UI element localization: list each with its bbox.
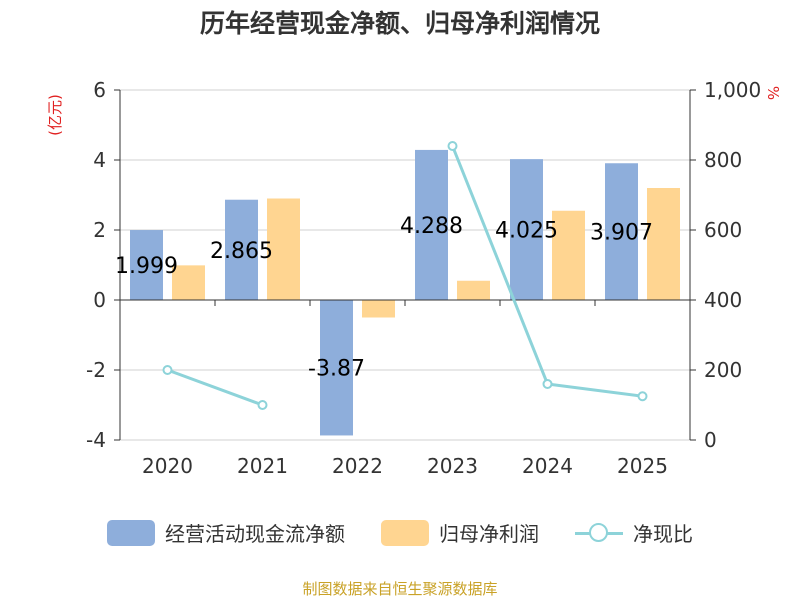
chart-title: 历年经营现金净额、归母净利润情况 (199, 9, 600, 38)
bar-netprofit (267, 198, 300, 300)
right-tick-label: 600 (704, 218, 742, 242)
point-ratio (162, 365, 173, 375)
x-tick-label: 2022 (332, 454, 383, 478)
legend-item-netprofit[interactable]: 归母净利润 (381, 518, 539, 547)
point-ratio (447, 141, 458, 151)
data-label-cashflow: 4.288 (400, 214, 463, 239)
bar-netprofit (172, 265, 205, 300)
data-label-cashflow: 2.865 (210, 239, 273, 264)
bar-netprofit (552, 210, 585, 300)
legend-swatch-cashflow (107, 519, 155, 546)
left-tick-label: -2 (86, 358, 106, 382)
x-tick-label: 2024 (522, 454, 573, 478)
bar-cashflow (320, 300, 353, 436)
point-ratio (542, 379, 553, 389)
data-label-cashflow: 3.907 (590, 221, 653, 246)
x-tick-label: 2020 (142, 454, 193, 478)
point-ratio (637, 391, 648, 402)
bar-netprofit (647, 188, 680, 300)
right-tick-label: 400 (704, 288, 742, 312)
line-ratio (166, 368, 264, 407)
right-tick-label: 0 (704, 428, 717, 452)
x-tick-label: 2025 (617, 454, 668, 478)
bar-netprofit (457, 280, 490, 300)
left-tick-label: -4 (86, 428, 106, 452)
left-tick-label: 2 (93, 218, 106, 242)
bar-cashflow (130, 230, 163, 300)
bar-cashflow (605, 163, 638, 300)
x-tick-label: 2023 (427, 454, 478, 478)
legend-label-cashflow: 经营活动现金流净额 (165, 522, 345, 546)
legend-item-cashflow[interactable]: 经营活动现金流净额 (107, 518, 345, 547)
source-note: 制图数据来自恒生聚源数据库 (302, 580, 498, 598)
right-tick-label: 800 (704, 148, 742, 172)
right-axis-unit: % (764, 86, 782, 100)
left-axis-unit: (亿元) (46, 94, 64, 136)
bar-cashflow (225, 199, 258, 300)
bar-cashflow (510, 159, 543, 300)
x-tick-label: 2021 (237, 454, 288, 478)
legend-label-netprofit: 归母净利润 (439, 522, 539, 546)
legend-label-ratio: 净现比 (633, 522, 693, 546)
point-ratio (257, 400, 268, 410)
legend-item-ratio[interactable]: 净现比 (575, 518, 693, 547)
bar-netprofit (362, 300, 395, 318)
left-tick-label: 6 (93, 78, 106, 102)
legend: 经营活动现金流净额 归母净利润 净现比 (0, 518, 800, 547)
legend-line-ratio-icon (575, 520, 623, 546)
right-tick-label: 200 (704, 358, 742, 382)
chart-svg: 6 4 2 0 -2 -4 1,000 800 600 400 200 0 (亿元)% 2020 2021 2… (46, 78, 782, 478)
data-label-cashflow: -3.87 (308, 357, 365, 382)
data-label-cashflow: 1.999 (115, 254, 178, 279)
right-tick-label: 1,000 (704, 78, 761, 102)
data-label-cashflow: 4.025 (495, 219, 558, 244)
left-tick-label: 4 (93, 148, 106, 172)
left-tick-label: 0 (93, 288, 106, 312)
bar-cashflow (415, 149, 448, 300)
legend-swatch-netprofit (381, 519, 429, 546)
